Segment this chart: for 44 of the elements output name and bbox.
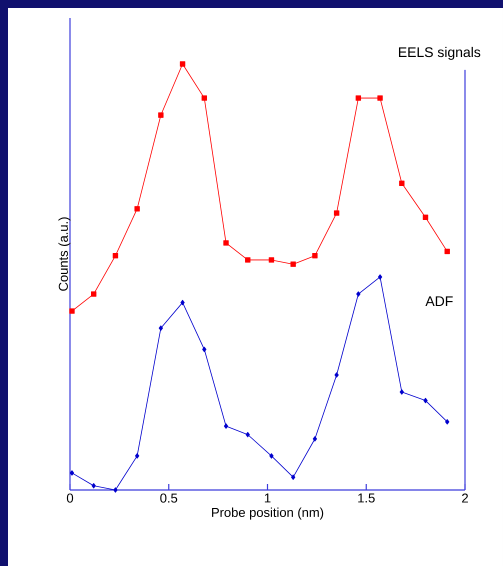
point bbox=[113, 487, 118, 493]
point bbox=[224, 423, 228, 429]
point bbox=[377, 95, 383, 101]
point bbox=[90, 291, 96, 297]
point bbox=[312, 252, 318, 258]
point bbox=[92, 483, 96, 488]
x-tick-label: 2 bbox=[462, 494, 468, 503]
point bbox=[269, 453, 274, 459]
x-tick-label: 0.5 bbox=[160, 494, 178, 503]
point bbox=[202, 346, 206, 352]
point bbox=[445, 419, 450, 425]
point bbox=[70, 470, 74, 476]
x-tick-label: 0 bbox=[66, 494, 74, 503]
point bbox=[134, 206, 140, 212]
point bbox=[202, 95, 207, 101]
x-axis-title: Probe position (nm) bbox=[212, 508, 324, 520]
point bbox=[400, 389, 404, 395]
x-tick-label: 1 bbox=[264, 494, 270, 502]
point bbox=[290, 262, 296, 267]
point bbox=[135, 453, 140, 459]
point bbox=[378, 274, 382, 280]
point bbox=[444, 248, 450, 254]
point bbox=[223, 240, 229, 246]
point bbox=[356, 291, 360, 297]
point bbox=[312, 436, 318, 442]
point bbox=[69, 308, 75, 314]
x-tick-label: 1.5 bbox=[358, 494, 375, 503]
text: EELS signals bbox=[398, 46, 480, 60]
point bbox=[356, 95, 362, 101]
point bbox=[423, 398, 428, 404]
point bbox=[180, 61, 186, 67]
point bbox=[422, 214, 428, 220]
point bbox=[291, 474, 296, 480]
point bbox=[399, 180, 404, 186]
point bbox=[158, 112, 164, 118]
point bbox=[245, 257, 250, 263]
y-axis-title: Counts (a.u.) bbox=[58, 217, 70, 291]
point bbox=[246, 432, 250, 438]
point bbox=[334, 372, 339, 378]
point bbox=[158, 325, 163, 331]
point bbox=[112, 252, 118, 258]
text: ADF bbox=[425, 296, 453, 306]
point bbox=[180, 300, 185, 306]
point bbox=[334, 210, 340, 216]
